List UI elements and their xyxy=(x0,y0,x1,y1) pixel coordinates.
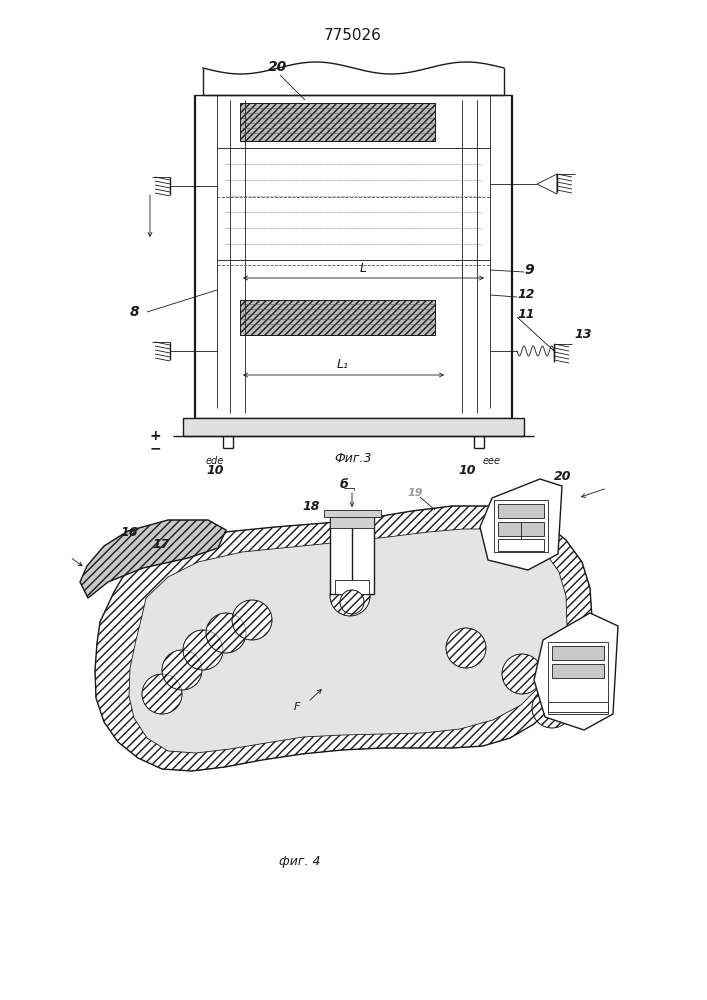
Text: 20: 20 xyxy=(268,60,287,74)
Circle shape xyxy=(232,600,272,640)
Circle shape xyxy=(446,628,486,668)
Text: +: + xyxy=(149,429,160,443)
Polygon shape xyxy=(80,520,226,598)
Text: L₁: L₁ xyxy=(337,359,349,371)
Bar xyxy=(183,418,524,436)
Bar xyxy=(330,516,374,594)
Text: 19: 19 xyxy=(408,488,423,498)
Text: eee: eee xyxy=(483,456,501,466)
Text: 10: 10 xyxy=(458,464,476,478)
Bar xyxy=(498,522,544,536)
Text: 12: 12 xyxy=(517,288,534,302)
Text: 8: 8 xyxy=(130,305,139,319)
Text: фиг. 4: фиг. 4 xyxy=(279,856,321,868)
Polygon shape xyxy=(534,613,618,730)
Text: L: L xyxy=(359,261,366,274)
Bar xyxy=(240,300,435,335)
Circle shape xyxy=(330,576,370,616)
Text: 18: 18 xyxy=(302,499,320,512)
Bar xyxy=(552,664,604,678)
Bar xyxy=(330,516,374,528)
Text: 10: 10 xyxy=(206,464,223,478)
Circle shape xyxy=(142,674,182,714)
Polygon shape xyxy=(95,506,592,771)
Circle shape xyxy=(206,613,246,653)
Bar xyxy=(240,103,435,141)
Circle shape xyxy=(162,650,202,690)
Bar xyxy=(240,103,435,141)
Bar xyxy=(552,646,604,660)
Circle shape xyxy=(502,654,542,694)
Bar xyxy=(240,300,435,335)
Bar xyxy=(498,539,544,551)
Text: F: F xyxy=(293,702,300,712)
Polygon shape xyxy=(537,174,557,194)
Text: ede: ede xyxy=(206,456,224,466)
Text: Фиг.3: Фиг.3 xyxy=(334,452,372,464)
Circle shape xyxy=(183,630,223,670)
Text: −: − xyxy=(149,441,160,455)
Bar xyxy=(548,702,608,714)
Polygon shape xyxy=(480,479,562,570)
Text: 13: 13 xyxy=(574,328,592,342)
Text: 775026: 775026 xyxy=(324,27,382,42)
Text: 20: 20 xyxy=(554,470,571,483)
Text: б: б xyxy=(339,478,349,490)
Text: 16: 16 xyxy=(120,526,137,538)
Text: 9: 9 xyxy=(524,263,534,277)
Bar xyxy=(494,500,548,552)
Text: 11: 11 xyxy=(517,308,534,322)
Bar xyxy=(324,510,381,517)
Polygon shape xyxy=(129,529,567,753)
Circle shape xyxy=(532,688,572,728)
Bar xyxy=(498,504,544,518)
Text: 17: 17 xyxy=(152,538,170,550)
Bar xyxy=(335,580,369,594)
Circle shape xyxy=(340,590,364,614)
Bar xyxy=(548,642,608,710)
